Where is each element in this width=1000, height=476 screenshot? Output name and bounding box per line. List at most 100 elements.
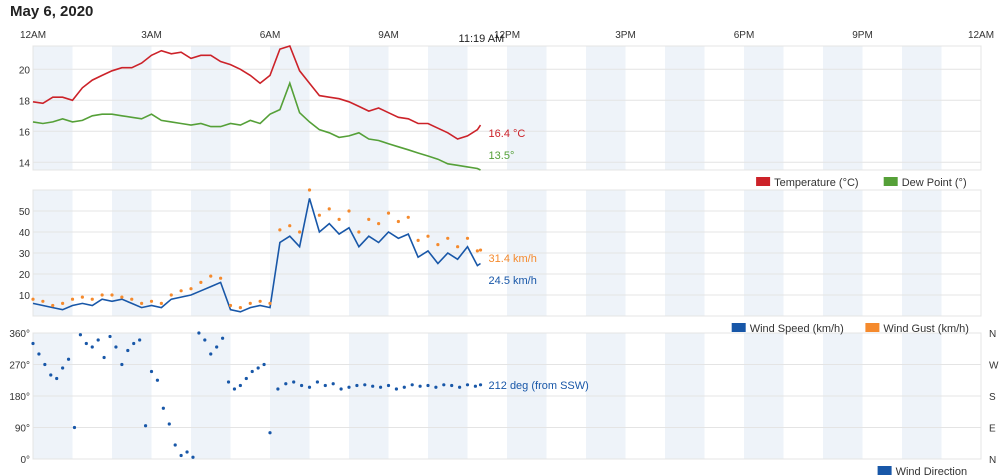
data-point (268, 301, 272, 305)
y-tick-label: 14 (19, 158, 31, 169)
current-value-label: 16.4 °C (489, 128, 526, 140)
data-point (203, 338, 207, 342)
data-point (114, 345, 118, 349)
legend-swatch (877, 466, 892, 475)
data-point (276, 387, 280, 391)
y-tick-label: 360° (9, 329, 30, 340)
legend-label: Temperature (°C) (774, 177, 858, 189)
data-point (278, 228, 282, 232)
data-point (436, 243, 440, 247)
y-tick-label: 50 (19, 207, 31, 218)
data-point (426, 234, 430, 238)
legend-swatch (731, 323, 746, 332)
data-point (209, 352, 213, 356)
data-point (110, 293, 114, 297)
data-point (169, 293, 173, 297)
time-band (586, 46, 626, 170)
data-point (288, 224, 292, 228)
data-point (191, 455, 195, 459)
data-point (396, 219, 400, 224)
time-tick-label: 3PM (615, 30, 636, 41)
y-tick-label: 270° (9, 361, 30, 372)
legend-label: Wind Speed (km/h) (750, 323, 844, 335)
data-point (100, 293, 104, 297)
data-point (66, 357, 71, 361)
data-point (347, 209, 351, 213)
data-point (284, 382, 288, 386)
data-point (197, 331, 201, 335)
time-band (823, 46, 863, 170)
data-point (268, 431, 272, 435)
data-point (450, 383, 454, 388)
data-point (161, 406, 165, 410)
data-point (418, 384, 422, 388)
data-point (61, 301, 65, 305)
data-point (331, 382, 335, 386)
time-band (507, 46, 547, 170)
data-point (78, 333, 82, 337)
time-band (349, 46, 389, 170)
time-band (744, 46, 784, 170)
data-point (90, 345, 94, 349)
chart-panels: 14 16 18 20 16.4 °C 13.5° 10 20 30 40 50 31.4 km/h 2… (9, 45, 999, 466)
legend-swatch (883, 177, 898, 186)
data-point (416, 238, 420, 242)
data-point (108, 334, 112, 339)
data-point (140, 301, 144, 305)
data-point (221, 336, 225, 340)
data-point (327, 207, 331, 211)
data-point (248, 301, 252, 305)
legend-label: Wind Gust (km/h) (883, 323, 969, 335)
time-tick-label: 12AM (20, 30, 46, 41)
compass-label: N (989, 329, 996, 340)
series-line (32, 80, 481, 171)
data-point (70, 297, 75, 301)
data-point (394, 387, 398, 391)
data-point (292, 380, 296, 384)
data-point (143, 424, 148, 428)
y-tick-label: 10 (19, 291, 31, 302)
data-point (379, 385, 383, 389)
data-point (120, 295, 124, 299)
data-point (185, 450, 189, 454)
time-tick-label: 6AM (260, 30, 281, 41)
chart-legends: Dew Point (°) Temperature (°C) Wind Gust (… (731, 177, 969, 476)
legend-label: Wind Direction (896, 466, 968, 476)
data-point (179, 453, 183, 458)
data-point (84, 341, 88, 346)
data-point (90, 297, 94, 301)
data-point (323, 383, 327, 388)
time-tick-label: 3AM (141, 30, 162, 41)
data-point (456, 245, 460, 249)
data-point (371, 384, 375, 388)
data-point (173, 443, 177, 447)
data-point (262, 362, 266, 367)
data-point (446, 236, 450, 240)
data-point (167, 422, 171, 426)
data-point (442, 383, 446, 387)
time-band (33, 46, 73, 170)
data-point (130, 297, 134, 301)
time-axis: 12AM 3AM 6AM 9AM 12PM 3PM 6PM 9PM 12AM (20, 30, 994, 41)
data-point (209, 274, 213, 278)
compass-label: S (989, 392, 996, 403)
data-point (386, 211, 391, 215)
data-point (155, 378, 160, 382)
data-point (159, 301, 163, 305)
series-line (32, 198, 481, 313)
y-tick-label: 20 (19, 65, 31, 76)
data-point (357, 230, 361, 234)
current-value-label: 31.4 km/h (489, 253, 537, 265)
legend-label: Dew Point (°) (902, 177, 967, 189)
data-point (300, 383, 304, 388)
data-point (49, 373, 53, 377)
data-point (138, 338, 142, 342)
data-point (363, 383, 367, 387)
data-point (238, 306, 242, 310)
y-tick-label: 0° (20, 455, 30, 466)
data-point (298, 230, 302, 234)
current-value-label: 13.5° (489, 150, 515, 162)
current-value-label: 212 deg (from SSW) (489, 380, 589, 392)
data-point (307, 188, 312, 192)
